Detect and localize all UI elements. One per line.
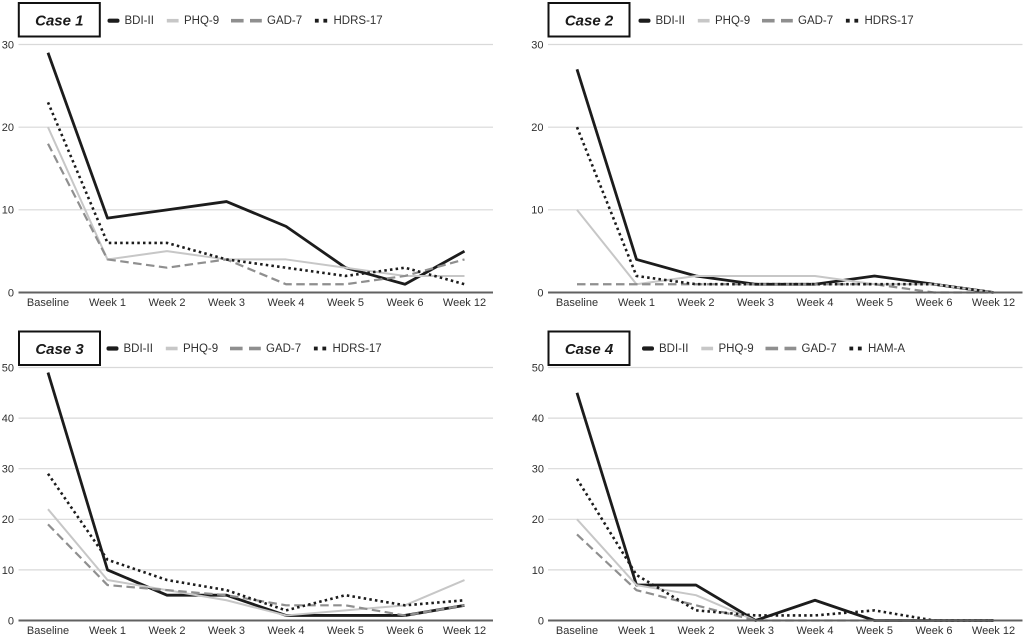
svg-text:PHQ-9: PHQ-9 bbox=[184, 15, 219, 27]
svg-text:Week 4: Week 4 bbox=[796, 297, 833, 309]
svg-text:Baseline: Baseline bbox=[556, 297, 598, 309]
svg-text:0: 0 bbox=[538, 615, 544, 627]
svg-text:Week 5: Week 5 bbox=[856, 297, 893, 309]
svg-text:Case 4: Case 4 bbox=[565, 341, 614, 358]
svg-text:Week 4: Week 4 bbox=[267, 625, 304, 637]
svg-text:Week 1: Week 1 bbox=[618, 625, 655, 637]
svg-text:0: 0 bbox=[537, 287, 543, 299]
svg-text:Week 4: Week 4 bbox=[267, 297, 304, 309]
svg-text:10: 10 bbox=[532, 565, 544, 577]
svg-text:Week 4: Week 4 bbox=[796, 625, 833, 637]
svg-text:Baseline: Baseline bbox=[27, 297, 69, 309]
svg-text:Week 6: Week 6 bbox=[915, 625, 952, 637]
svg-text:Week 1: Week 1 bbox=[618, 297, 655, 309]
svg-text:10: 10 bbox=[2, 565, 14, 577]
svg-text:Week 12: Week 12 bbox=[972, 625, 1015, 637]
svg-text:Week 5: Week 5 bbox=[327, 625, 364, 637]
svg-text:Week 3: Week 3 bbox=[208, 625, 245, 637]
svg-text:Week 6: Week 6 bbox=[386, 297, 423, 309]
svg-text:30: 30 bbox=[2, 464, 14, 476]
svg-text:Week 3: Week 3 bbox=[737, 625, 774, 637]
svg-text:20: 20 bbox=[2, 514, 14, 526]
svg-text:Baseline: Baseline bbox=[556, 625, 598, 637]
svg-text:40: 40 bbox=[532, 413, 544, 425]
svg-text:BDI-II: BDI-II bbox=[125, 15, 154, 27]
svg-text:30: 30 bbox=[531, 39, 543, 51]
svg-text:Week 1: Week 1 bbox=[89, 625, 126, 637]
svg-text:Week 3: Week 3 bbox=[208, 297, 245, 309]
svg-text:HDRS-17: HDRS-17 bbox=[865, 15, 914, 27]
svg-text:GAD-7: GAD-7 bbox=[266, 343, 301, 355]
svg-text:Week 3: Week 3 bbox=[737, 297, 774, 309]
svg-text:10: 10 bbox=[531, 205, 543, 217]
svg-text:Week 2: Week 2 bbox=[677, 297, 714, 309]
svg-text:50: 50 bbox=[2, 362, 14, 374]
svg-text:Week 5: Week 5 bbox=[327, 297, 364, 309]
svg-text:Week 2: Week 2 bbox=[677, 625, 714, 637]
svg-text:HDRS-17: HDRS-17 bbox=[333, 343, 382, 355]
svg-text:0: 0 bbox=[8, 287, 14, 299]
svg-text:GAD-7: GAD-7 bbox=[798, 15, 833, 27]
svg-text:Week 5: Week 5 bbox=[856, 625, 893, 637]
svg-text:0: 0 bbox=[8, 615, 14, 627]
svg-text:Week 12: Week 12 bbox=[972, 297, 1015, 309]
svg-text:50: 50 bbox=[532, 362, 544, 374]
svg-text:PHQ-9: PHQ-9 bbox=[715, 15, 750, 27]
svg-text:HAM-A: HAM-A bbox=[868, 343, 905, 355]
svg-text:Week 12: Week 12 bbox=[443, 297, 486, 309]
svg-text:BDI-II: BDI-II bbox=[656, 15, 685, 27]
svg-text:40: 40 bbox=[2, 413, 14, 425]
svg-text:10: 10 bbox=[2, 205, 14, 217]
svg-text:Case 2: Case 2 bbox=[565, 13, 614, 30]
svg-text:Case 1: Case 1 bbox=[35, 13, 83, 30]
svg-text:HDRS-17: HDRS-17 bbox=[334, 15, 383, 27]
svg-text:20: 20 bbox=[532, 514, 544, 526]
svg-text:Week 6: Week 6 bbox=[915, 297, 952, 309]
svg-text:PHQ-9: PHQ-9 bbox=[183, 343, 218, 355]
svg-text:Week 1: Week 1 bbox=[89, 297, 126, 309]
svg-text:Baseline: Baseline bbox=[27, 625, 69, 637]
svg-text:Week 2: Week 2 bbox=[148, 297, 185, 309]
svg-text:30: 30 bbox=[2, 39, 14, 51]
svg-text:30: 30 bbox=[532, 464, 544, 476]
svg-text:GAD-7: GAD-7 bbox=[802, 343, 837, 355]
svg-text:GAD-7: GAD-7 bbox=[267, 15, 302, 27]
svg-text:PHQ-9: PHQ-9 bbox=[719, 343, 754, 355]
svg-text:Week 2: Week 2 bbox=[148, 625, 185, 637]
svg-text:20: 20 bbox=[531, 122, 543, 134]
svg-text:20: 20 bbox=[2, 122, 14, 134]
svg-text:BDI-II: BDI-II bbox=[659, 343, 688, 355]
svg-text:Week 12: Week 12 bbox=[443, 625, 486, 637]
svg-text:Case 3: Case 3 bbox=[35, 341, 84, 358]
svg-text:BDI-II: BDI-II bbox=[124, 343, 153, 355]
svg-text:Week 6: Week 6 bbox=[386, 625, 423, 637]
